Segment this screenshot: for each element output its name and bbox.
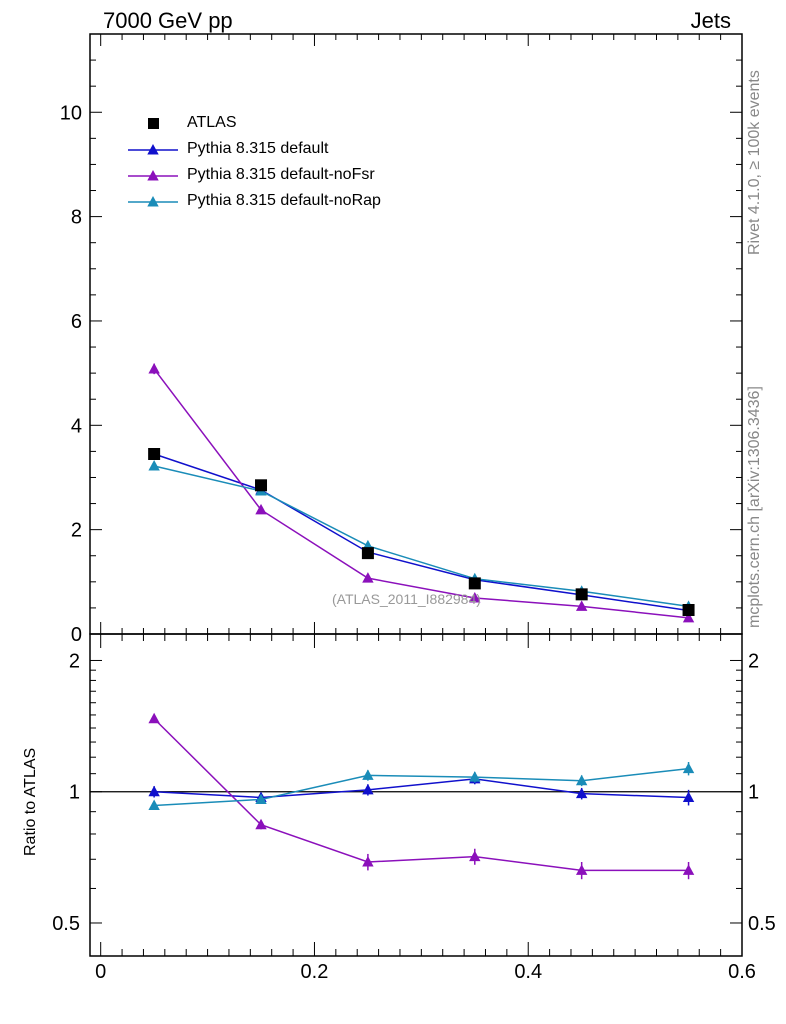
analysis-watermark: (ATLAS_2011_I882984): [332, 591, 481, 607]
main-y-ticks: 0 2 4 6 8 10: [60, 59, 742, 646]
ratio-point-noFsr: [362, 855, 374, 867]
ratio-point-default: [682, 791, 695, 802]
ratio-point-noFsr: [148, 712, 160, 724]
ratio-x-tick-label: 0: [95, 961, 106, 983]
ratio-point-noRap: [469, 771, 481, 782]
ratio-point-default: [148, 785, 160, 797]
legend-markers: [128, 118, 178, 207]
main-series-layer: [148, 362, 695, 623]
data-point-atlas: [682, 604, 695, 616]
legend-marker-default: [147, 144, 159, 155]
ratio-series-noFsr: [148, 712, 695, 880]
ratio-panel-frame: [89, 633, 743, 957]
ratio-point-noRap: [255, 793, 267, 804]
ratio-point-noFsr: [575, 864, 588, 875]
legend-marker-atlas: [148, 118, 159, 129]
data-point-atlas: [575, 588, 588, 601]
main-series-atlas: [148, 448, 695, 616]
main-y-tick-label: 0: [71, 624, 82, 646]
ratio-x-tick-label: 0.2: [301, 961, 329, 983]
ratio-y-tick-label-left: 1: [69, 782, 80, 804]
ratio-point-noFsr: [682, 864, 695, 875]
ratio-x-tick-label: 0.4: [514, 961, 542, 983]
main-series-noFsr: [148, 362, 695, 623]
ratio-x-tick-label: 0.6: [728, 961, 756, 983]
ratio-panel: [89, 633, 743, 957]
ratio-y-ticks: 0.5 0.5 1 1 2 2: [52, 650, 776, 935]
ratio-line-default: [154, 778, 689, 799]
legend-marker-noRap: [147, 196, 159, 207]
main-y-tick-label: 6: [71, 311, 82, 333]
legend-label-nofsr: Pythia 8.315 default-noFsr: [187, 166, 375, 183]
main-y-tick-label: 8: [71, 207, 82, 229]
ratio-series-layer: [148, 712, 695, 880]
series-line-noFsr: [153, 368, 689, 619]
main-y-tick-label: 4: [71, 415, 82, 437]
ratio-y-tick-label-right: 0.5: [748, 913, 776, 935]
ratio-y-tick-label-right: 1: [748, 782, 759, 804]
data-point-noFsr: [362, 572, 374, 583]
legend-marker-noFsr: [147, 170, 159, 181]
main-y-tick-label: 2: [71, 520, 82, 542]
ratio-point-noFsr: [255, 818, 267, 830]
ratio-y-tick-label-right: 2: [748, 650, 759, 672]
data-point-noFsr: [148, 362, 160, 374]
ratio-y-tick-label-left: 2: [69, 650, 80, 672]
data-point-atlas: [361, 547, 374, 560]
ratio-point-noRap: [362, 769, 374, 780]
main-series-default: [148, 448, 695, 616]
ratio-point-noRap: [682, 762, 695, 774]
ratio-point-noFsr: [469, 850, 481, 862]
rivet-version-label: Rivet 4.1.0, ≥ 100k events: [746, 70, 763, 255]
ratio-series-noRap: [148, 761, 695, 810]
series-line-noRap: [153, 465, 689, 608]
ratio-line-noRap: [154, 767, 689, 807]
data-point-noRap: [148, 460, 160, 471]
ratio-line-noFsr: [153, 718, 689, 872]
ratio-point-noRap: [575, 774, 588, 786]
ratio-point-default: [575, 787, 588, 799]
data-point-noFsr: [682, 611, 695, 623]
data-point-atlas: [148, 448, 161, 460]
source-label: mcplots.cern.ch [arXiv:1306.3436]: [746, 386, 763, 628]
legend-label-atlas: ATLAS: [187, 114, 237, 131]
data-point-atlas: [468, 577, 481, 590]
data-point-noFsr: [469, 592, 481, 603]
legend-label-norap: Pythia 8.315 default-noRap: [187, 192, 381, 209]
header-right-title: Jets: [690, 8, 731, 33]
data-point-atlas: [255, 479, 268, 492]
ratio-point-noRap: [148, 799, 160, 810]
main-x-ticks: [100, 34, 743, 634]
ratio-x-ticks: 0 0.2 0.4 0.6: [95, 634, 756, 983]
ratio-y-tick-label-left: 0.5: [52, 913, 80, 935]
data-point-noFsr: [255, 503, 267, 515]
data-point-noFsr: [575, 600, 588, 611]
main-y-tick-label: 10: [60, 102, 82, 124]
ratio-y-axis-label: Ratio to ATLAS: [22, 747, 39, 856]
series-line-default: [153, 453, 689, 612]
legend-label-default: Pythia 8.315 default: [187, 140, 329, 157]
header-left-title: 7000 GeV pp: [103, 8, 233, 33]
ratio-point-default: [362, 783, 374, 795]
